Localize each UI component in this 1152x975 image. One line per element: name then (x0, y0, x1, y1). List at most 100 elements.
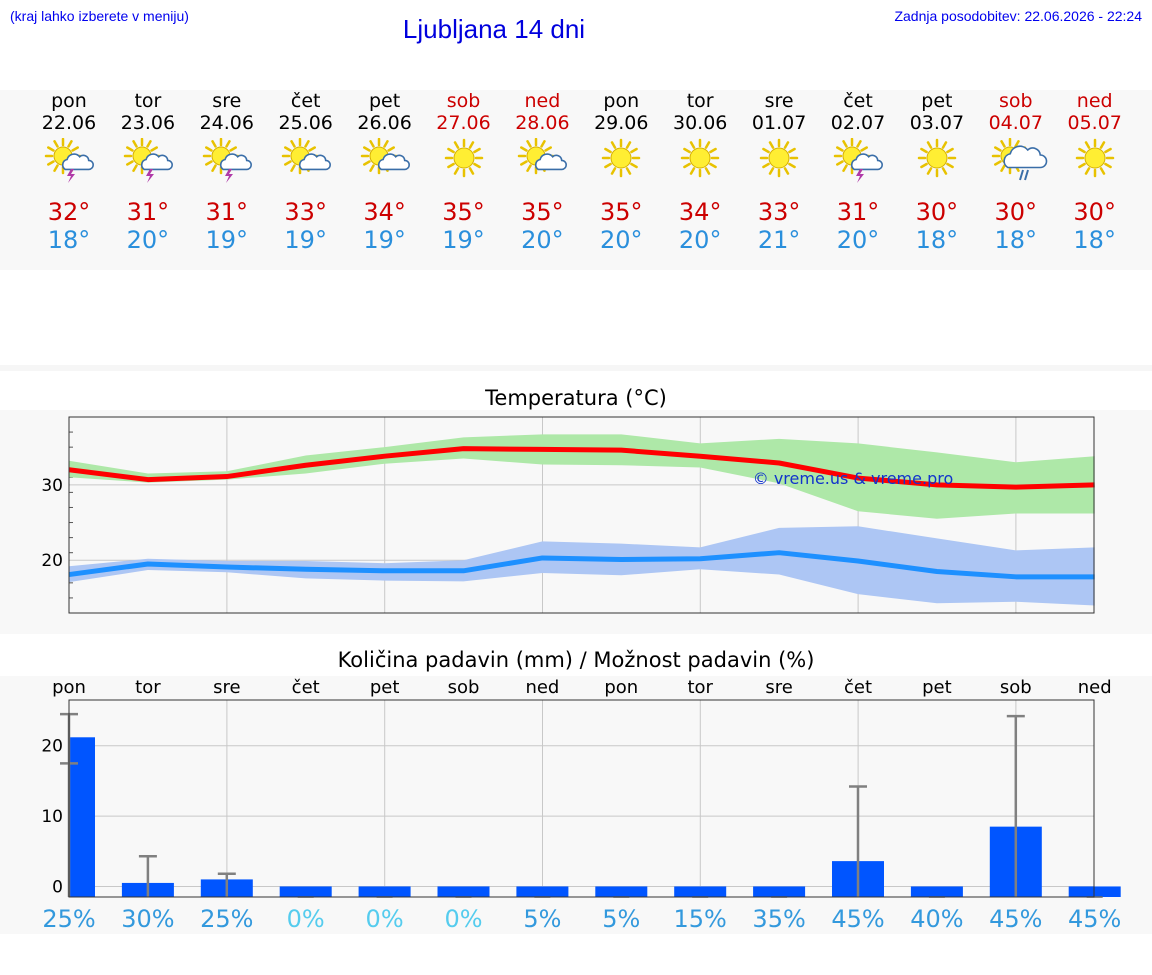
day-name: pon (51, 90, 87, 112)
x-category-label: sob (448, 677, 480, 698)
precip-chance-label: 0% (366, 905, 404, 933)
temp-max: 35° (521, 198, 564, 226)
x-category-label: tor (687, 677, 713, 698)
plot-area (69, 700, 1094, 897)
day-date: 02.07 (830, 112, 886, 134)
temp-min: 19° (363, 226, 406, 254)
temp-max: 35° (600, 198, 643, 226)
day-name: sob (999, 90, 1033, 112)
precip-chance-label: 45% (1068, 905, 1121, 933)
sun-icon (664, 138, 736, 186)
day-date: 23.06 (120, 112, 176, 134)
page-title: Ljubljana 14 dni (402, 14, 586, 44)
x-category-label: čet (292, 677, 320, 698)
x-category-label: sre (213, 677, 240, 698)
sun-cloud-thunder-icon (191, 137, 263, 186)
day-date: 03.07 (909, 112, 965, 134)
precip-chance-label: 35% (752, 905, 805, 933)
temp-max: 32° (47, 198, 91, 226)
day-date: 24.06 (199, 112, 254, 134)
precip-chance-label: 25% (42, 905, 95, 933)
x-category-label: pet (370, 677, 400, 698)
day-date: 22.06 (41, 112, 97, 134)
precip-bar (516, 886, 569, 897)
day-name: tor (134, 90, 162, 112)
plot-frame (68, 416, 1095, 614)
x-category-label: tor (135, 677, 161, 698)
temp-min: 19° (284, 226, 327, 254)
x-category-label: ned (1078, 677, 1112, 698)
precip-chance-label: 25% (200, 905, 253, 933)
day-date: 05.07 (1067, 112, 1122, 134)
sun-cloud-thunder-icon (822, 137, 894, 186)
day-name: čet (290, 90, 321, 112)
day-name: sre (764, 90, 794, 112)
sun-shape (759, 138, 799, 178)
temp-max: 31° (126, 198, 170, 226)
precip-bar (753, 886, 806, 897)
precip-bar (279, 886, 332, 897)
temp-min: 20° (600, 226, 643, 254)
temp-min: 18° (994, 226, 1038, 254)
temp-max: 33° (284, 198, 327, 226)
y-tick-label: 20 (41, 551, 63, 571)
day-name: pon (603, 90, 640, 112)
day-date: 04.07 (988, 112, 1043, 134)
temp-min: 20° (678, 226, 722, 254)
temp-max: 33° (757, 198, 801, 226)
temp-max: 34° (363, 198, 406, 226)
sun-shape (602, 138, 641, 178)
day-name: pet (921, 90, 953, 112)
temp-min: 19° (205, 226, 249, 254)
day-date: 26.06 (357, 112, 412, 134)
day-name: čet (843, 90, 873, 112)
temp-min: 18° (1073, 226, 1116, 254)
cloud-shape (61, 153, 94, 171)
series-line-max (68, 446, 1095, 490)
sun-cloud-icon (349, 137, 421, 186)
day-date: 25.06 (278, 112, 333, 134)
day-date: 01.07 (751, 112, 807, 134)
precip-bar (437, 886, 490, 897)
series-line-min (68, 550, 1095, 580)
day-date: 29.06 (594, 112, 649, 134)
temp-max: 30° (994, 198, 1038, 226)
precip-bar (910, 886, 963, 897)
y-tick-label: 20 (41, 737, 63, 757)
sun-cloud-thunder-icon (33, 137, 105, 186)
sun-shape (680, 138, 720, 178)
precipitation-chart-title: Količina padavin (mm) / Možnost padavin … (337, 648, 815, 672)
x-category-label: pon (604, 677, 638, 698)
temp-min: 18° (915, 226, 959, 254)
day-name: sre (212, 90, 242, 112)
precip-bar (595, 886, 648, 897)
series-band-min (69, 526, 1095, 606)
precip-chance-label: 45% (831, 905, 884, 933)
precip-chance-label: 5% (602, 905, 640, 933)
last-updated: Zadnja posodobitev: 22.06.2026 - 22:24 (894, 8, 1142, 24)
day-name: ned (1076, 90, 1113, 112)
day-name: ned (524, 90, 561, 112)
temp-min: 20° (126, 226, 170, 254)
sun-icon (743, 138, 815, 186)
precipitation-chart: 0 10 20 pon tor sre čet pet sob ned pon tor sre čet pe… (41, 677, 1121, 933)
temp-max: 31° (205, 198, 249, 226)
x-category-label: sre (765, 677, 792, 698)
day-date: 28.06 (515, 112, 570, 134)
temp-max: 30° (1073, 198, 1116, 226)
precip-chance-label: 0% (444, 905, 482, 933)
y-tick-label: 30 (41, 476, 63, 496)
sun-cloud-icon (506, 137, 578, 186)
daily-forecast-strip: pon 22.06 32° 18° tor 23.06 31° 20° sre 24.06 31° 1… (0, 90, 1152, 270)
sun-cloud-icon (270, 137, 342, 186)
location-hint: (kraj lahko izberete v meniju) (10, 8, 189, 24)
x-category-label: ned (525, 677, 559, 698)
x-category-label: pet (922, 677, 952, 698)
series-band-max (69, 434, 1095, 519)
temp-max: 35° (442, 198, 485, 226)
sun-icon (428, 138, 500, 186)
y-tick-label: 10 (41, 807, 63, 827)
precip-bar (358, 886, 411, 897)
temp-max: 30° (915, 198, 959, 226)
precip-chance-label: 15% (674, 905, 727, 933)
